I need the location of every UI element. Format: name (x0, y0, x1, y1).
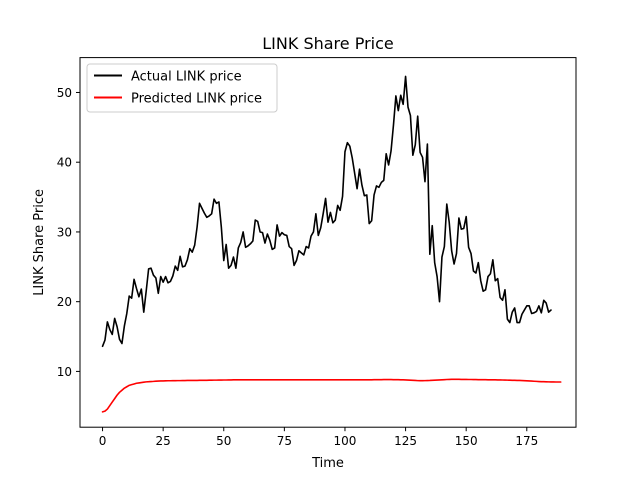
x-tick-label: 25 (156, 434, 171, 448)
x-tick-label: 0 (99, 434, 107, 448)
x-tick-label: 100 (334, 434, 357, 448)
x-tick-label: 75 (277, 434, 292, 448)
plot-area-frame (79, 57, 577, 428)
legend-label-predicted: Predicted LINK price (131, 92, 262, 107)
series-layer (101, 75, 562, 413)
y-tick-label: 20 (57, 295, 72, 309)
chart-title: LINK Share Price (262, 34, 393, 53)
x-axis-label: Time (311, 456, 344, 471)
y-tick-label: 30 (57, 225, 72, 239)
x-tick-label: 150 (455, 434, 478, 448)
legend: Actual LINK price Predicted LINK price (86, 63, 278, 113)
x-tick-label: 125 (394, 434, 417, 448)
y-tick-label: 50 (57, 86, 72, 100)
x-tick-label: 50 (216, 434, 231, 448)
legend-label-actual: Actual LINK price (131, 70, 242, 85)
x-axis-ticks: 0 25 50 75 100 125 150 175 (99, 427, 538, 448)
legend-box (86, 63, 278, 113)
y-axis-label: LINK Share Price (32, 189, 47, 296)
x-tick-label: 175 (515, 434, 538, 448)
y-tick-label: 40 (57, 156, 72, 170)
y-tick-label: 10 (57, 365, 72, 379)
series-line-1 (101, 378, 562, 413)
series-line-0 (101, 75, 552, 348)
y-axis-ticks: 10 20 30 40 50 (57, 86, 80, 379)
